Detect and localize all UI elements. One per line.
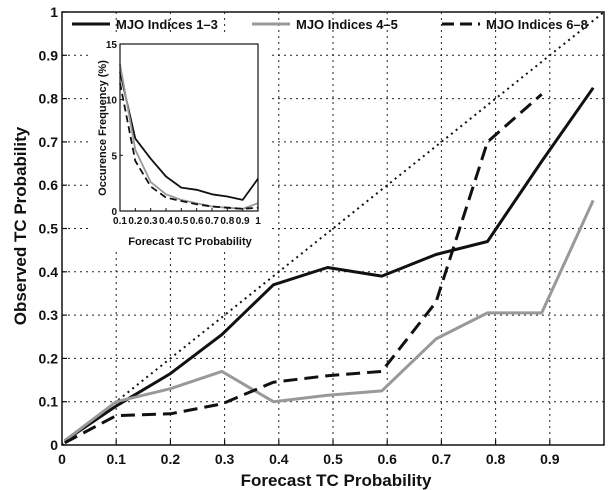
inset-y-ticks: 0 5 10 15 [106,40,123,218]
legend-label: MJO Indices 1–3 [116,17,218,32]
x-tick-label: 0.2 [161,451,181,467]
inset-series [119,63,259,210]
inset-y-axis-label: Occurence Frequency (%) [97,60,109,196]
legend-label: MJO Indices 4–5 [296,17,398,32]
legend-label: MJO Indices 6–8 [486,17,588,32]
inset-x-axis-label: Forecast TC Probability [128,236,252,248]
inset-series-line-3 [119,82,259,210]
inset-background [88,36,270,250]
main-y-ticks: 0 0.1 0.2 0.3 0.4 0.5 0.6 0.7 0.8 0.9 1 [39,4,67,453]
inset-x-tick-label: 0.3 [144,216,158,227]
y-tick-label: 0.2 [39,350,59,366]
inset-x-tick-label: 0.2 [128,216,142,227]
y-tick-label: 0.9 [39,47,59,63]
inset-x-tick-label: 0.6 [190,216,204,227]
inset-plot-frame [119,43,259,212]
x-tick-label: 0.7 [432,451,452,467]
y-tick-label: 0 [50,437,58,453]
y-tick-label: 0.5 [39,221,59,237]
inset-x-tick-label: 0.5 [174,216,188,227]
inset-y-tick-label: 15 [106,40,118,51]
y-tick-label: 0.8 [39,91,59,107]
inset-x-tick-label: 0.9 [236,216,250,227]
y-tick-label: 0.6 [39,177,59,193]
inset-y-tick-label: 10 [106,96,118,107]
y-tick-label: 0.7 [39,134,59,150]
x-tick-label: 0.3 [215,451,235,467]
inset-x-tick-label: 1 [255,216,261,227]
main-y-axis-label: Observed TC Probability [11,126,30,325]
inset-y-tick-label: 5 [111,151,117,162]
main-x-ticks: 0 0.1 0.2 0.3 0.4 0.5 0.6 0.7 0.8 0.9 [58,440,560,467]
y-tick-label: 1 [50,4,58,20]
inset-y-tick-label: 0 [111,207,117,218]
diagonal-reference-line [61,11,605,446]
x-tick-label: 0.6 [377,451,397,467]
series-line-1 [63,86,595,442]
x-tick-label: 0.9 [540,451,560,467]
y-tick-label: 0.4 [39,264,59,280]
x-tick-label: 0.1 [106,451,126,467]
inset-x-tick-label: 0.7 [205,216,219,227]
inset-x-tick-label: 0.8 [220,216,234,227]
inset-series-line-1 [119,71,259,201]
main-diagonal [61,11,605,446]
legend: MJO Indices 1–3 MJO Indices 4–5 MJO Indice… [72,17,588,32]
inset-x-ticks: 0.1 0.2 0.3 0.4 0.5 0.6 0.7 0.8 0.9 1 [113,208,261,227]
inset-x-tick-label: 0.1 [113,216,127,227]
x-tick-label: 0.4 [269,451,289,467]
y-tick-label: 0.3 [39,307,59,323]
x-tick-label: 0.8 [486,451,506,467]
main-series [63,86,595,445]
series-line-3 [63,93,543,445]
x-tick-label: 0.5 [323,451,343,467]
main-x-axis-label: Forecast TC Probability [241,471,432,490]
x-tick-label: 0 [58,451,66,467]
y-tick-label: 0.1 [39,394,59,410]
series-line-2 [63,199,595,442]
inset-x-tick-label: 0.4 [159,216,173,227]
inset-chart: 0.1 0.2 0.3 0.4 0.5 0.6 0.7 0.8 0.9 1 0 5 10 15 Fore… [88,36,270,250]
